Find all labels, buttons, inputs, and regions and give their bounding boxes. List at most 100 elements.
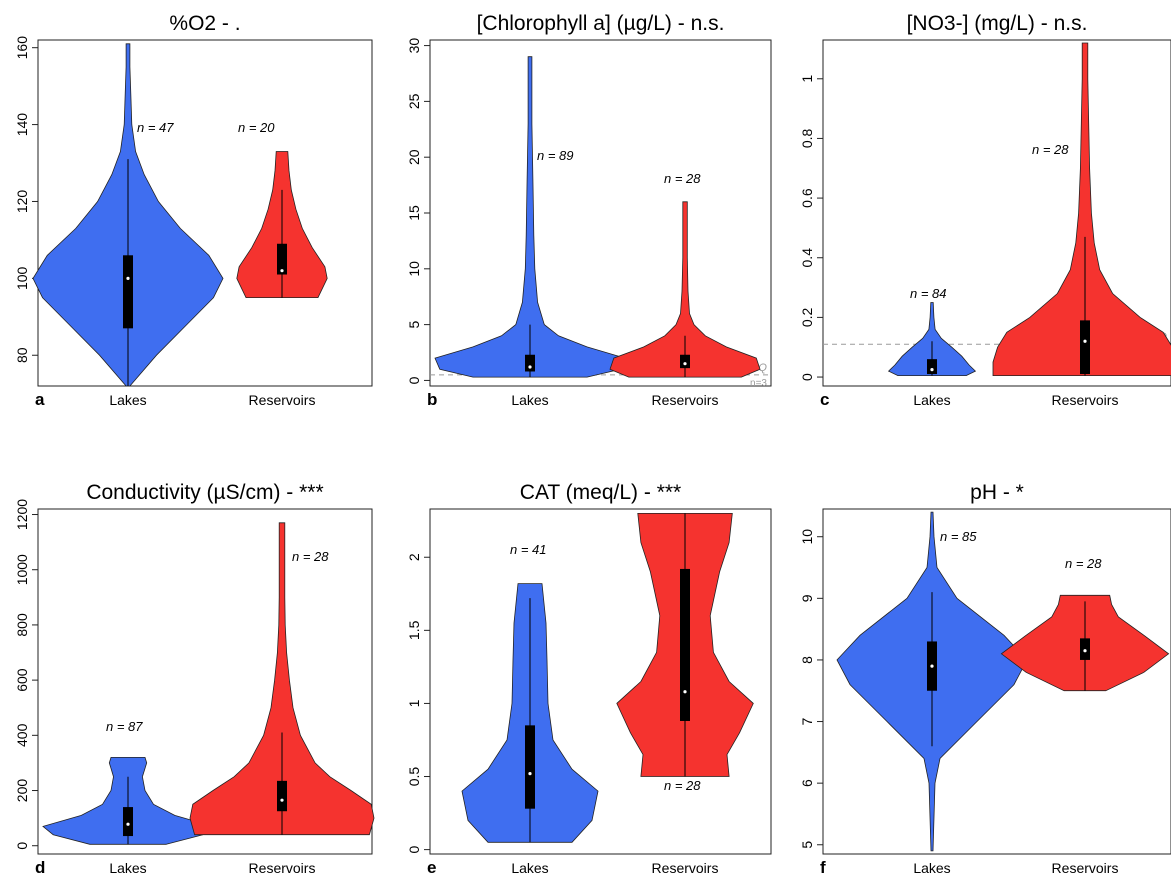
sample-size-label: n = 89 bbox=[537, 148, 574, 163]
y-tick-label: 600 bbox=[14, 668, 30, 692]
median-point bbox=[930, 367, 934, 372]
category-label: Lakes bbox=[913, 392, 950, 408]
iqr-box bbox=[525, 354, 535, 372]
sample-size-label: n = 28 bbox=[664, 171, 701, 186]
violin-reservoirs: n = 20 bbox=[236, 120, 328, 298]
panel-letter: f bbox=[820, 858, 826, 877]
y-tick-label: 0.5 bbox=[406, 767, 422, 787]
median-point bbox=[1083, 649, 1087, 653]
y-tick-label: 8 bbox=[799, 656, 815, 664]
panel-c: [NO3-] (mg/L) - n.s.00.20.40.60.81LQn=14… bbox=[799, 12, 1171, 409]
panel-title: Conductivity (µS/cm) - *** bbox=[86, 481, 323, 504]
category-label: Reservoirs bbox=[249, 392, 316, 408]
y-tick-label: 5 bbox=[406, 321, 422, 329]
panel-title: [Chlorophyll a] (µg/L) - n.s. bbox=[477, 12, 725, 35]
y-tick-label: 120 bbox=[14, 190, 30, 214]
violin-lakes: n = 41 bbox=[461, 542, 599, 843]
panel-letter: a bbox=[35, 390, 45, 409]
iqr-box bbox=[525, 725, 535, 809]
median-point bbox=[528, 771, 532, 776]
y-tick-label: 0.4 bbox=[799, 248, 815, 268]
y-tick-label: 2 bbox=[406, 553, 422, 561]
y-tick-label: 400 bbox=[14, 723, 30, 747]
median-point bbox=[1083, 339, 1087, 343]
violin-lakes: n = 89 bbox=[434, 56, 626, 378]
plot-frame bbox=[37, 508, 373, 855]
median-point bbox=[280, 269, 284, 273]
y-tick-label: 1000 bbox=[14, 554, 30, 585]
sample-size-label: n = 41 bbox=[510, 542, 547, 557]
sample-size-label: n = 28 bbox=[1065, 556, 1102, 571]
category-label: Lakes bbox=[511, 392, 548, 408]
y-tick-label: 0 bbox=[406, 376, 422, 384]
median-point bbox=[126, 822, 130, 826]
panel-a: %O2 - . 80 100 120 140 160 n = 47 Lakes n = 20 Re… bbox=[14, 12, 373, 409]
violin-reservoirs: n = 28 bbox=[616, 513, 754, 793]
category-label: Reservoirs bbox=[652, 392, 719, 408]
category-label: Reservoirs bbox=[249, 860, 316, 876]
sample-size-label: n = 47 bbox=[137, 120, 174, 135]
panel-f: pH - * 5 6 7 8 9 10 n = 85 Lakes n = 28 Reservoirs… bbox=[799, 481, 1171, 877]
y-tick-label: 80 bbox=[14, 347, 30, 363]
y-tick-label: 30 bbox=[406, 38, 422, 54]
panel-title: pH - * bbox=[970, 481, 1024, 504]
category-label: Reservoirs bbox=[652, 860, 719, 876]
y-tick-label: 25 bbox=[406, 93, 422, 109]
violin-lakes: n = 84 bbox=[887, 286, 977, 376]
median-point bbox=[528, 365, 532, 369]
y-tick-label: 20 bbox=[406, 149, 422, 165]
iqr-box bbox=[123, 255, 133, 329]
y-tick-label: 100 bbox=[14, 266, 30, 290]
y-tick-label: 0.2 bbox=[799, 307, 815, 327]
iqr-box bbox=[927, 359, 937, 375]
y-tick-label: 160 bbox=[14, 36, 30, 60]
y-tick-label: 15 bbox=[406, 205, 422, 221]
y-tick-label: 0 bbox=[14, 842, 30, 850]
sample-size-label: n = 28 bbox=[292, 549, 329, 564]
y-tick-label: 200 bbox=[14, 779, 30, 803]
panel-b: [Chlorophyll a] (µg/L) - n.s. 0 5 10 15 20 25 3… bbox=[406, 12, 772, 409]
y-tick-label: 800 bbox=[14, 613, 30, 637]
violin-lakes: n = 47 bbox=[32, 43, 224, 387]
category-label: Lakes bbox=[913, 860, 950, 876]
sample-size-label: n = 28 bbox=[1032, 142, 1069, 157]
plot-frame bbox=[429, 39, 772, 387]
panel-letter: e bbox=[427, 858, 436, 877]
y-tick-label: 0.8 bbox=[799, 128, 815, 148]
violin-lakes: n = 87 bbox=[42, 719, 214, 845]
panel-e: CAT (meq/L) - *** 0 0.5 1 1.5 2 n = 41 Lakes n =… bbox=[406, 481, 772, 877]
median-point bbox=[126, 276, 130, 280]
panel-title: %O2 - . bbox=[169, 12, 240, 35]
y-tick-label: 10 bbox=[799, 529, 815, 545]
iqr-box bbox=[277, 780, 287, 812]
y-tick-label: 5 bbox=[799, 841, 815, 849]
median-point bbox=[930, 664, 934, 668]
iqr-box bbox=[1080, 320, 1090, 375]
sample-size-label: n = 85 bbox=[940, 529, 977, 544]
violin-reservoirs: n = 28 bbox=[992, 42, 1171, 376]
panel-title: [NO3-] (mg/L) - n.s. bbox=[907, 12, 1088, 35]
plot-frame bbox=[37, 39, 373, 387]
plot-frame bbox=[429, 508, 772, 855]
iqr-box bbox=[277, 243, 287, 275]
violin-shape bbox=[992, 42, 1171, 376]
y-tick-label: 0 bbox=[799, 373, 815, 381]
sample-size-label: n = 28 bbox=[664, 778, 701, 793]
panel-letter: b bbox=[427, 390, 437, 409]
sample-size-label: n = 20 bbox=[238, 120, 275, 135]
violin-reservoirs: n = 28 bbox=[189, 522, 375, 836]
violin-shape bbox=[609, 201, 761, 378]
violin-reservoirs: n = 28 bbox=[1000, 556, 1170, 692]
median-point bbox=[280, 798, 284, 802]
iqr-box bbox=[123, 807, 133, 837]
y-tick-label: 7 bbox=[799, 717, 815, 725]
sample-size-label: n = 87 bbox=[106, 719, 143, 734]
y-tick-label: 0.6 bbox=[799, 188, 815, 208]
category-label: Reservoirs bbox=[1052, 860, 1119, 876]
iqr-box bbox=[680, 354, 690, 369]
category-label: Lakes bbox=[109, 860, 146, 876]
panel-letter: d bbox=[35, 858, 45, 877]
y-tick-label: 0 bbox=[406, 846, 422, 854]
lq-count-label: n=3 bbox=[750, 378, 767, 389]
